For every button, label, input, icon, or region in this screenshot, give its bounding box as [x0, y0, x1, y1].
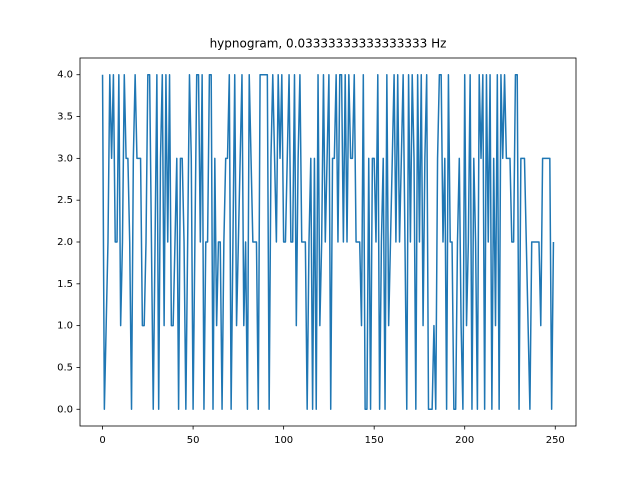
y-tick-label: 1.0 — [57, 321, 73, 332]
y-tick-label: 3.0 — [57, 153, 73, 164]
chart-title: hypnogram, 0.03333333333333333 Hz — [210, 37, 447, 51]
x-tick-label: 250 — [546, 435, 565, 446]
y-tick-label: 0.5 — [57, 362, 73, 373]
x-tick-label: 100 — [274, 435, 293, 446]
x-tick-label: 150 — [365, 435, 384, 446]
y-tick-label: 1.5 — [57, 279, 73, 290]
x-tick-label: 0 — [99, 435, 105, 446]
x-tick-label: 50 — [187, 435, 200, 446]
data-line — [101, 73, 555, 411]
x-tick-label: 200 — [455, 435, 474, 446]
y-tick-label: 2.0 — [57, 237, 73, 248]
y-tick-label: 2.5 — [57, 195, 73, 206]
y-tick-label: 0.0 — [57, 404, 73, 415]
y-tick-label: 3.5 — [57, 112, 73, 123]
y-tick-label: 4.0 — [57, 70, 73, 81]
plot-frame — [79, 57, 577, 427]
